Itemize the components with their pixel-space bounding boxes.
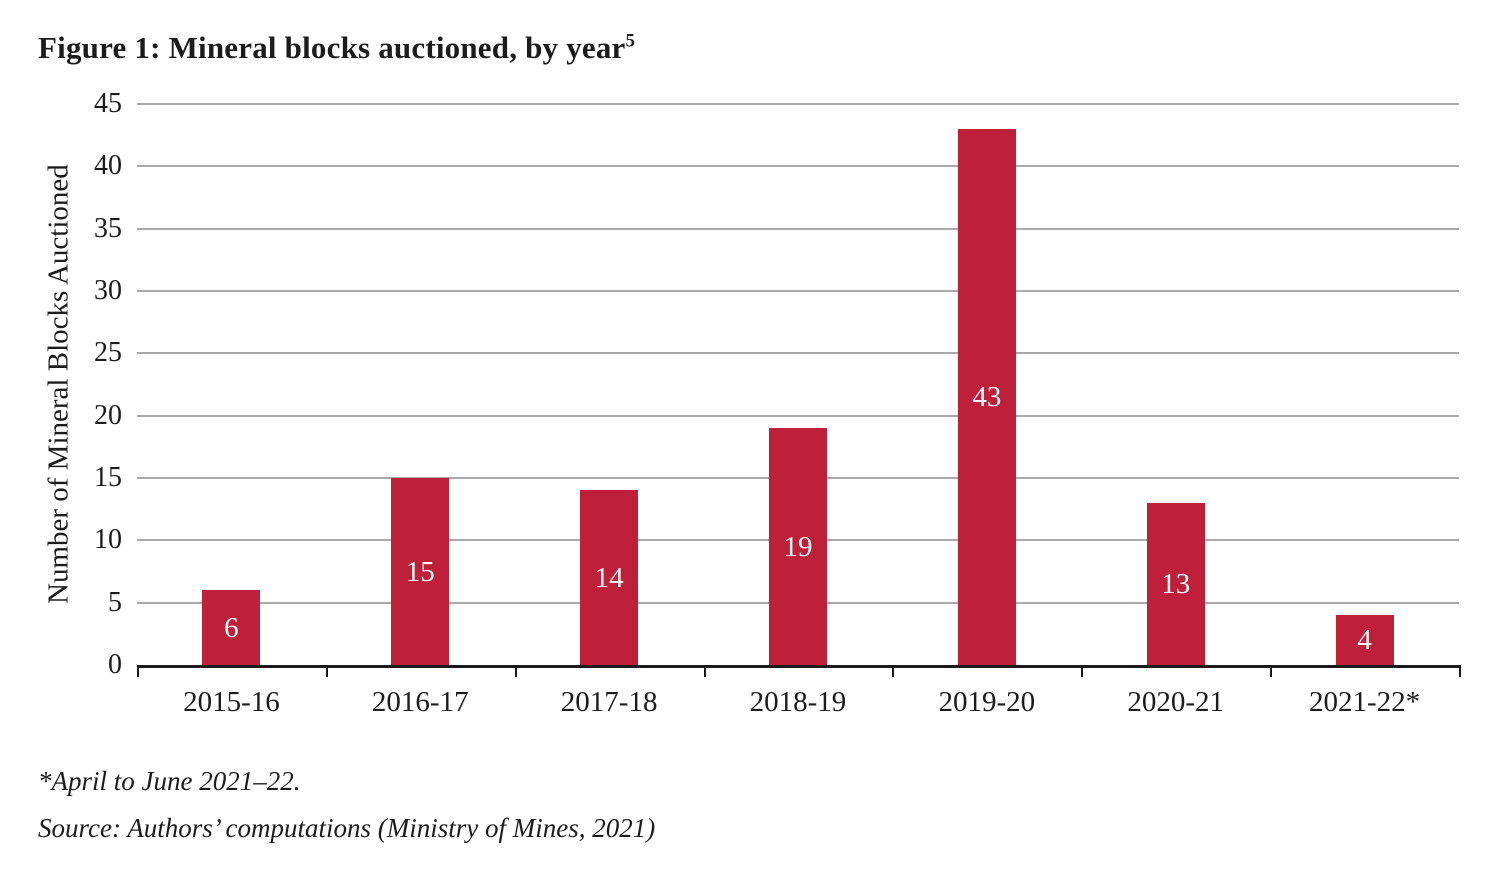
bar-value-label: 43: [972, 380, 1002, 413]
gridline-45: [137, 103, 1459, 105]
y-tick-label-5: 5: [108, 586, 122, 618]
y-tick-label-30: 30: [94, 275, 122, 306]
bar-value-label: 4: [1357, 624, 1372, 657]
footnote-asterisk: *April to June 2021–22.: [38, 766, 301, 796]
x-axis-line: [137, 665, 1461, 668]
x-axis-tick-6: [1270, 668, 1273, 677]
y-tick-label-40: 40: [94, 150, 122, 182]
y-tick-label-35: 35: [94, 212, 122, 244]
x-category-label-2017-18: 2017-18: [560, 686, 658, 718]
y-tick-label-45: 45: [94, 88, 122, 119]
y-axis-title: Number of Mineral Blocks Auctioned: [42, 164, 75, 605]
bar-2021-22*: 4: [1335, 615, 1394, 665]
gridline-20: [137, 414, 1459, 417]
x-category-label-2016-17: 2016-17: [371, 686, 469, 718]
bar-value-label: 19: [783, 530, 813, 563]
bar-value-label: 13: [1161, 567, 1191, 600]
x-category-label-2018-19: 2018-19: [749, 686, 847, 718]
gridline-35: [137, 227, 1459, 230]
bar-2016-17: 15: [391, 478, 450, 665]
bar-value-label: 14: [594, 561, 624, 594]
x-axis-tick-4: [892, 668, 895, 677]
y-tick-label-25: 25: [94, 337, 122, 369]
bar-2019-20: 43: [957, 128, 1016, 665]
x-category-label-2021-22*: 2021-22*: [1308, 686, 1421, 718]
bar-2018-19: 19: [769, 428, 827, 665]
bar-2017-18: 14: [580, 490, 639, 665]
x-category-label-2019-20: 2019-20: [938, 686, 1036, 718]
bar-2015-16: 6: [202, 590, 261, 665]
x-axis-tick-2: [514, 668, 517, 677]
bar-value-label: 15: [405, 555, 435, 588]
gridline-30: [137, 290, 1459, 292]
x-axis-tick-1: [325, 668, 328, 677]
footnote-source: Source: Authors’ computations (Ministry …: [38, 813, 656, 843]
gridline-40: [137, 165, 1459, 168]
y-tick-label-15: 15: [94, 462, 122, 493]
bar-2020-21: 13: [1146, 502, 1205, 665]
figure-title-text: Figure 1: Mineral blocks auctioned, by y…: [38, 30, 626, 65]
figure-title: Figure 1: Mineral blocks auctioned, by y…: [38, 30, 635, 66]
x-category-label-2020-21: 2020-21: [1127, 686, 1225, 718]
y-tick-label-20: 20: [94, 399, 122, 431]
y-tick-label-10: 10: [94, 524, 122, 556]
x-axis-tick-0: [137, 668, 139, 677]
x-axis-tick-7: [1459, 668, 1461, 677]
gridline-25: [137, 352, 1459, 355]
x-axis-tick-5: [1081, 668, 1084, 677]
bar-value-label: 6: [224, 611, 239, 644]
x-axis-tick-3: [703, 668, 706, 677]
y-tick-label-0: 0: [108, 649, 122, 680]
x-category-label-2015-16: 2015-16: [183, 686, 280, 718]
figure-title-footnote-marker: 5: [625, 30, 636, 52]
